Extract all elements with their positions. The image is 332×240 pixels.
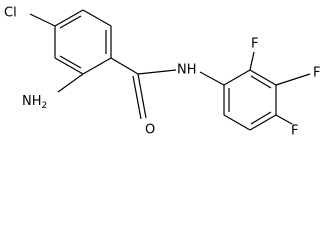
bond bbox=[110, 57, 139, 75]
bond bbox=[275, 114, 293, 125]
bond bbox=[82, 9, 112, 27]
bond bbox=[132, 75, 142, 120]
bond bbox=[249, 51, 255, 71]
bond bbox=[137, 69, 177, 75]
bond bbox=[29, 13, 56, 27]
bond bbox=[223, 69, 251, 86]
bond bbox=[54, 9, 84, 27]
bond bbox=[250, 75, 272, 89]
atom-label-main: NH bbox=[22, 94, 42, 109]
bonds bbox=[29, 9, 311, 131]
atom-label: NH2 bbox=[22, 94, 47, 111]
bond bbox=[223, 114, 251, 131]
atom-label: F bbox=[291, 124, 298, 139]
bond bbox=[250, 111, 272, 125]
molecule-diagram: Cl NH2 O NH F F F bbox=[4, 6, 320, 139]
bond bbox=[59, 55, 82, 69]
atom-label: Cl bbox=[4, 6, 17, 21]
bond bbox=[275, 73, 311, 86]
atom-label: F bbox=[313, 66, 320, 81]
bond bbox=[57, 73, 84, 93]
bond bbox=[137, 73, 147, 119]
atom-label: NH bbox=[177, 63, 197, 78]
bond bbox=[199, 71, 225, 86]
bond bbox=[59, 15, 82, 29]
atom-label-subscript: 2 bbox=[42, 101, 48, 111]
page: Cl NH2 O NH F F F (() => { const data = … bbox=[4, 5, 321, 139]
bond bbox=[249, 114, 277, 131]
bond bbox=[54, 57, 84, 75]
bond bbox=[249, 69, 277, 86]
atom-label: F bbox=[251, 37, 258, 52]
bond bbox=[82, 57, 112, 75]
atom-label: O bbox=[145, 123, 155, 138]
